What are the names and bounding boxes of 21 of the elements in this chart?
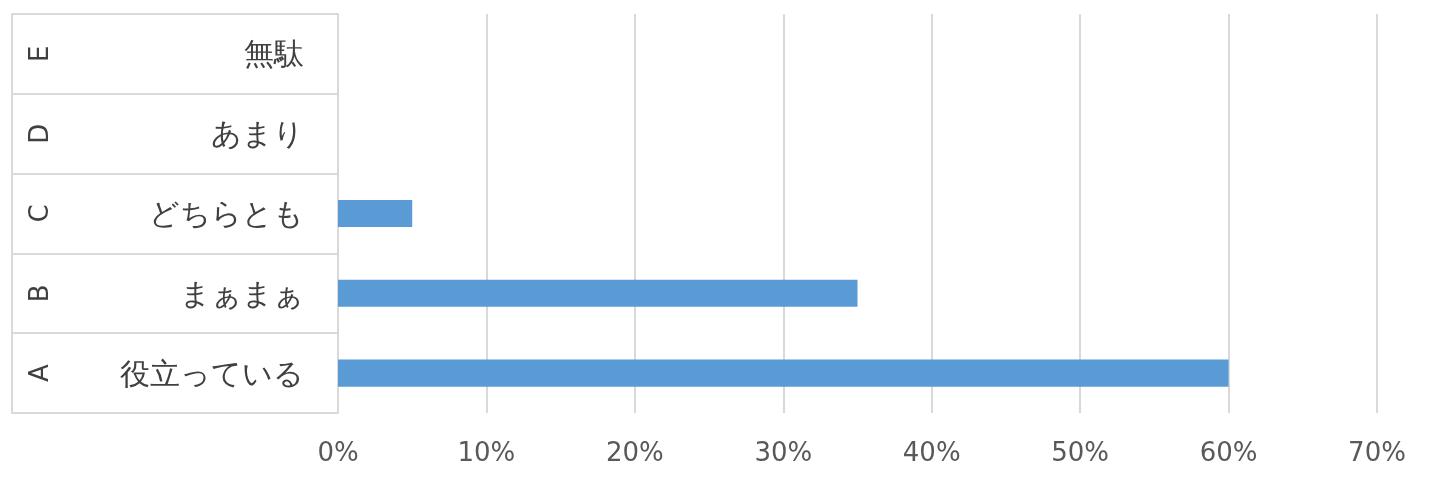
y-tick-label: どちらとも (149, 196, 304, 231)
y-tick-label: 役立っている (120, 355, 304, 391)
x-tick-label: 30% (754, 437, 813, 467)
y2-tick-label: C (24, 204, 54, 223)
y-tick-label: 無駄 (244, 36, 304, 72)
x-tick-label: 20% (605, 437, 664, 467)
y-tick-label: あまり (211, 116, 304, 152)
y-tick-label: まぁまぁ (180, 275, 304, 311)
y2-tick-label: E (24, 45, 54, 63)
bar (338, 359, 1229, 387)
y2-tick-label: D (24, 123, 54, 144)
x-tick-label: 60% (1199, 437, 1258, 467)
x-tick-label: 70% (1348, 437, 1406, 467)
y2-tick-label: B (24, 284, 54, 303)
bar (338, 199, 413, 228)
x-tick-label: 0% (317, 437, 359, 467)
x-tick-label: 10% (457, 437, 516, 467)
bar (338, 279, 858, 307)
y2-tick-label: A (24, 364, 54, 382)
x-tick-label: 50% (1051, 437, 1110, 467)
x-tick-label: 40% (902, 437, 961, 467)
